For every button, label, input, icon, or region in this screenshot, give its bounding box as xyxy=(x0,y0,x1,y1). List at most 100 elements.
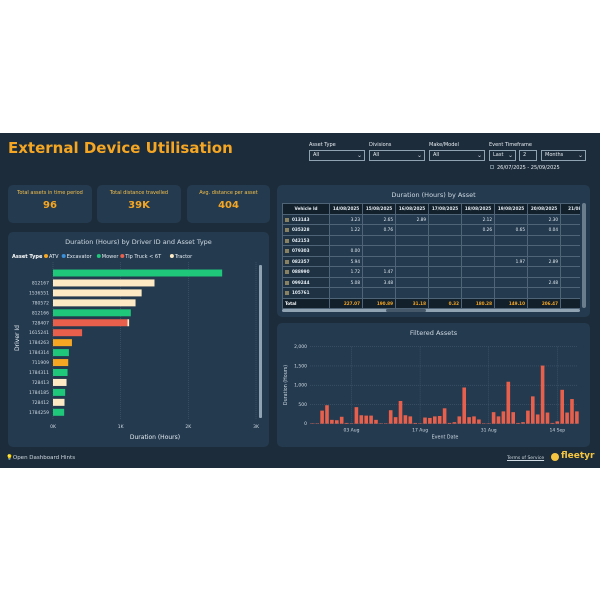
bar-tractor xyxy=(127,319,130,327)
page-title: External Device Utilisation xyxy=(8,139,233,157)
expand-icon[interactable] xyxy=(285,291,289,296)
bar-tractor xyxy=(53,289,142,297)
bar-atv xyxy=(53,339,72,347)
horizontal-scrollbar-track[interactable] xyxy=(282,309,580,312)
legend-marker xyxy=(61,254,66,258)
timeframe-unit-dropdown[interactable]: Months ⌄ xyxy=(541,150,586,161)
legend-marker xyxy=(120,254,125,258)
table-cell xyxy=(560,234,580,246)
table-row: 035328 1.22 0.76 0.26 0.65 0.04 xyxy=(282,224,580,236)
bar xyxy=(575,411,579,424)
vertical-scrollbar[interactable] xyxy=(582,203,586,308)
y-tick-label: 1784311 xyxy=(29,370,49,376)
bar xyxy=(393,417,398,424)
table-header-row: Vehicle Id 14/08/2025 15/08/2025 16/08/2025… xyxy=(282,203,580,215)
filter-label-make-model: Make/Model xyxy=(429,142,459,148)
vehicle-id: 105761 xyxy=(292,290,310,296)
expand-icon[interactable] xyxy=(285,249,289,254)
y-tick-label: 1,000 xyxy=(294,383,307,389)
y-tick-label: 1536551 xyxy=(29,290,49,296)
vehicle-id: 035328 xyxy=(292,227,310,233)
bar xyxy=(335,420,339,424)
table-row: 079303 0.00 xyxy=(282,245,580,257)
bar-tractor xyxy=(53,299,136,307)
expand-icon[interactable] xyxy=(285,270,289,275)
bar-mower xyxy=(53,408,65,416)
y-tick-label: 1784263 xyxy=(29,340,49,346)
y-tick-label: 1784185 xyxy=(29,390,49,396)
bar xyxy=(320,410,324,424)
expand-icon[interactable] xyxy=(285,217,289,222)
table-scroll-area: Vehicle Id 14/08/2025 15/08/2025 16/08/2025… xyxy=(282,203,580,309)
bar xyxy=(545,412,550,424)
chevron-down-icon: ⌄ xyxy=(416,152,422,159)
divisions-dropdown[interactable]: All ⌄ xyxy=(369,150,425,161)
bar xyxy=(570,399,574,424)
bar-tractor xyxy=(53,378,67,386)
table-title: Duration (Hours) by Asset xyxy=(391,191,476,199)
vehicle-id: 099244 xyxy=(292,279,310,285)
kpi-value: 96 xyxy=(43,200,57,211)
bar xyxy=(462,387,466,424)
vehicle-id: 042153 xyxy=(292,237,310,243)
bar xyxy=(531,396,535,424)
table-row: 082357 5.94 1.97 2.89 xyxy=(282,255,580,267)
vehicle-id: 088990 xyxy=(292,269,310,275)
bar xyxy=(506,381,511,424)
kpi-card-total-assets: Total assets in time period 96 xyxy=(8,185,92,223)
bar xyxy=(560,389,564,424)
bar-tractor xyxy=(53,398,65,406)
table-cell xyxy=(560,213,580,225)
x-tick-label: 1K xyxy=(118,424,125,430)
expand-icon[interactable] xyxy=(285,228,289,233)
kpi-value: 404 xyxy=(218,200,239,211)
bar-tip-truck-6t xyxy=(53,329,83,337)
dashboard: External Device Utilisation Asset Type A… xyxy=(0,133,600,468)
asset-table-panel: Duration (Hours) by Asset Vehicle Id 14/0… xyxy=(277,185,590,317)
expand-icon[interactable] xyxy=(285,280,289,285)
bar-mower xyxy=(53,388,66,396)
horizontal-scrollbar-thumb[interactable] xyxy=(386,309,426,312)
calendar-icon[interactable] xyxy=(490,165,494,169)
duration-table: Vehicle Id 14/08/2025 15/08/2025 16/08/2025… xyxy=(282,203,580,309)
asset-type-dropdown[interactable]: All ⌄ xyxy=(309,150,365,161)
chevron-down-icon: ⌄ xyxy=(577,152,583,159)
kpi-label: Avg. distance per asset xyxy=(199,190,258,196)
y-tick-label: 728407 xyxy=(32,320,49,326)
filter-label-asset-type: Asset Type xyxy=(309,142,336,148)
terms-of-service-link[interactable]: Terms of Service xyxy=(507,456,545,461)
filtered-assets-panel: Filtered Assets xyxy=(277,323,590,447)
column-header[interactable]: 21/08/2 xyxy=(560,203,580,215)
kpi-card-total-distance: Total distance travelled 39K xyxy=(97,185,181,223)
timeframe-mode-dropdown[interactable]: Last ⌄ xyxy=(489,150,516,161)
expand-icon[interactable] xyxy=(285,238,289,243)
expand-icon[interactable] xyxy=(285,259,289,264)
bar xyxy=(501,411,506,424)
total-row: Total 227.07 190.89 31.18 0.32 180.28 149.10 20… xyxy=(282,297,580,309)
bar xyxy=(330,419,334,424)
make-model-dropdown[interactable]: All ⌄ xyxy=(429,150,485,161)
timeframe-count-input[interactable]: 2 xyxy=(519,150,537,161)
legend-item: Excavator xyxy=(67,254,93,260)
vehicle-id: 079303 xyxy=(292,248,310,254)
legend-marker xyxy=(96,254,101,258)
y-tick-label: 728413 xyxy=(32,380,49,386)
y-tick-label: 728412 xyxy=(32,400,49,406)
vehicle-id: 013143 xyxy=(292,216,310,222)
bar-mower xyxy=(53,369,68,376)
fleetyr-logo: fleetyr xyxy=(561,451,595,461)
y-tick-label: 1784259 xyxy=(29,410,49,416)
legend-item: Mower xyxy=(102,254,120,260)
lightbulb-icon: 💡 xyxy=(6,455,13,461)
dashboard-hints-link[interactable]: 💡Open Dashboard Hints xyxy=(6,455,75,461)
bar xyxy=(457,416,462,424)
bar xyxy=(442,408,447,424)
dropdown-value: All xyxy=(433,152,440,158)
dropdown-value: All xyxy=(373,152,380,158)
charts-layer: Asset Type ATV Excavator Mower Tip Truck < 6… xyxy=(12,254,579,441)
legend-marker xyxy=(169,254,174,258)
bar xyxy=(516,422,520,424)
bar xyxy=(428,417,432,424)
x-axis-title: Event Date xyxy=(432,435,459,441)
bar xyxy=(526,410,530,424)
